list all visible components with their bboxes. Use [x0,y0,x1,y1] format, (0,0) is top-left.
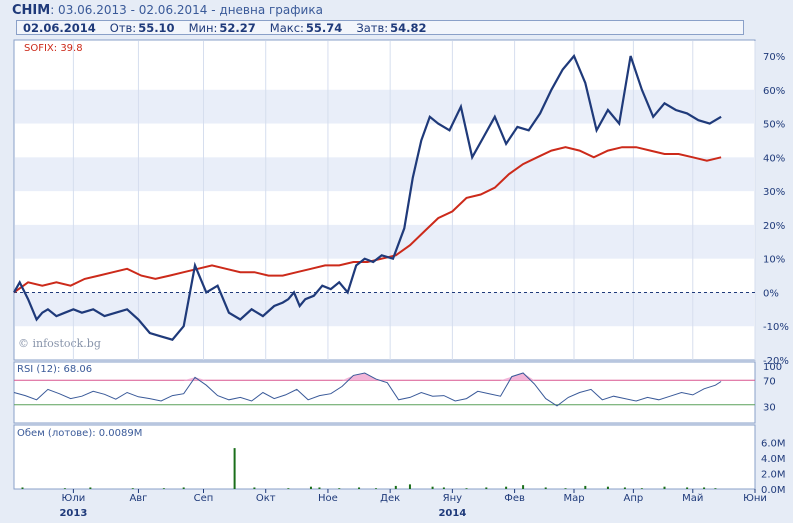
x-month-label: Сеп [194,493,214,504]
rsi-tick-label: 30 [763,403,776,414]
x-month-label: Юли [62,493,86,504]
chim-series-line [13,53,722,341]
volume-tick-label: 2.0M [761,470,786,481]
volume-tick-label: 0.0M [761,485,786,496]
y-tick-label: -20% [763,356,789,367]
x-month-label: Юни [743,493,767,504]
min-label: Мин: [188,21,218,35]
volume-tick-label: 6.0M [761,439,786,450]
y-tick-label: 20% [763,221,785,232]
ohlc-stats-bar: 02.06.2014 Отв: 55.10 Мин: 52.27 Макс: 55.7… [16,20,744,35]
x-month-label: Окт [256,493,276,504]
rsi-series-line [13,372,722,407]
rsi-panel-background [13,361,756,424]
close-value: 54.82 [390,21,427,35]
chart-header: CHIM: 03.06.2013 - 02.06.2014 - дневна г… [12,3,323,18]
y-tick-label: 60% [763,86,785,97]
sofix-series-line [13,146,722,294]
y-tick-label: 0% [763,288,779,299]
open-value: 55.10 [138,21,175,35]
y-tick-label: -10% [763,322,789,333]
x-month-label: Фев [504,493,525,504]
x-month-label: Мар [563,493,584,504]
min-value: 52.27 [219,21,256,35]
rsi-legend: RSI (12): 68.06 [17,364,92,375]
x-year-label: 2014 [438,508,466,519]
watermark-text: © infostock.bg [18,337,101,350]
y-tick-label: 70% [763,52,785,63]
volume-panel-background [13,424,756,490]
open-label: Отв: [109,21,137,35]
x-year-label: 2013 [59,508,87,519]
symbol-label: CHIM [12,3,51,18]
rsi-tick-label: 100 [763,362,782,373]
y-tick-label: 40% [763,153,785,164]
x-month-label: Май [682,493,703,504]
grid-band [15,157,754,192]
volume-legend: Обем (лотове): 0.0089M [17,428,142,439]
max-value: 55.74 [305,21,343,35]
x-month-label: Ное [318,493,338,504]
y-tick-label: 10% [763,255,785,266]
x-month-label: Дек [380,493,400,504]
close-label: Затв: [356,21,389,35]
date-range-label: : 03.06.2013 - 02.06.2014 - дневна графи… [50,3,323,17]
grid-band [15,224,754,259]
max-label: Макс: [269,21,304,35]
sofix-legend: SOFIX: 39.8 [24,43,83,54]
volume-tick-label: 4.0M [761,454,786,465]
rsi-overbought-fill [14,373,722,381]
y-tick-label: 50% [763,120,785,131]
rsi-tick-label: 70 [763,376,776,387]
x-month-label: Апр [624,493,644,504]
y-tick-label: 30% [763,187,785,198]
stats-date: 02.06.2014 [23,21,96,35]
x-month-label: Яну [443,493,462,504]
x-month-label: Авг [129,493,147,504]
